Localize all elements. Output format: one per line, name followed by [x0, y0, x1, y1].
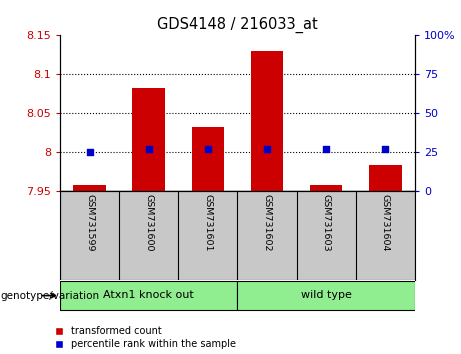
Bar — [251, 51, 283, 191]
Point — [86, 149, 93, 155]
Text: Atxn1 knock out: Atxn1 knock out — [103, 290, 194, 300]
Point — [322, 146, 330, 152]
Bar — [132, 88, 165, 191]
Title: GDS4148 / 216033_at: GDS4148 / 216033_at — [157, 16, 318, 33]
Legend: transformed count, percentile rank within the sample: transformed count, percentile rank withi… — [56, 326, 236, 349]
Text: GSM731602: GSM731602 — [262, 194, 272, 251]
Text: GSM731604: GSM731604 — [381, 194, 390, 251]
Bar — [237, 281, 415, 310]
Bar — [73, 185, 106, 191]
Text: wild type: wild type — [301, 290, 352, 300]
Point — [263, 146, 271, 152]
Point — [382, 146, 389, 152]
Text: GSM731603: GSM731603 — [322, 194, 331, 251]
Bar — [310, 185, 343, 191]
Point — [145, 146, 152, 152]
Text: GSM731599: GSM731599 — [85, 194, 94, 251]
Text: GSM731600: GSM731600 — [144, 194, 153, 251]
Text: genotype/variation: genotype/variation — [0, 291, 99, 301]
Bar — [60, 281, 237, 310]
Point — [204, 146, 212, 152]
Text: GSM731601: GSM731601 — [203, 194, 213, 251]
Bar — [192, 127, 224, 191]
Bar — [369, 165, 402, 191]
